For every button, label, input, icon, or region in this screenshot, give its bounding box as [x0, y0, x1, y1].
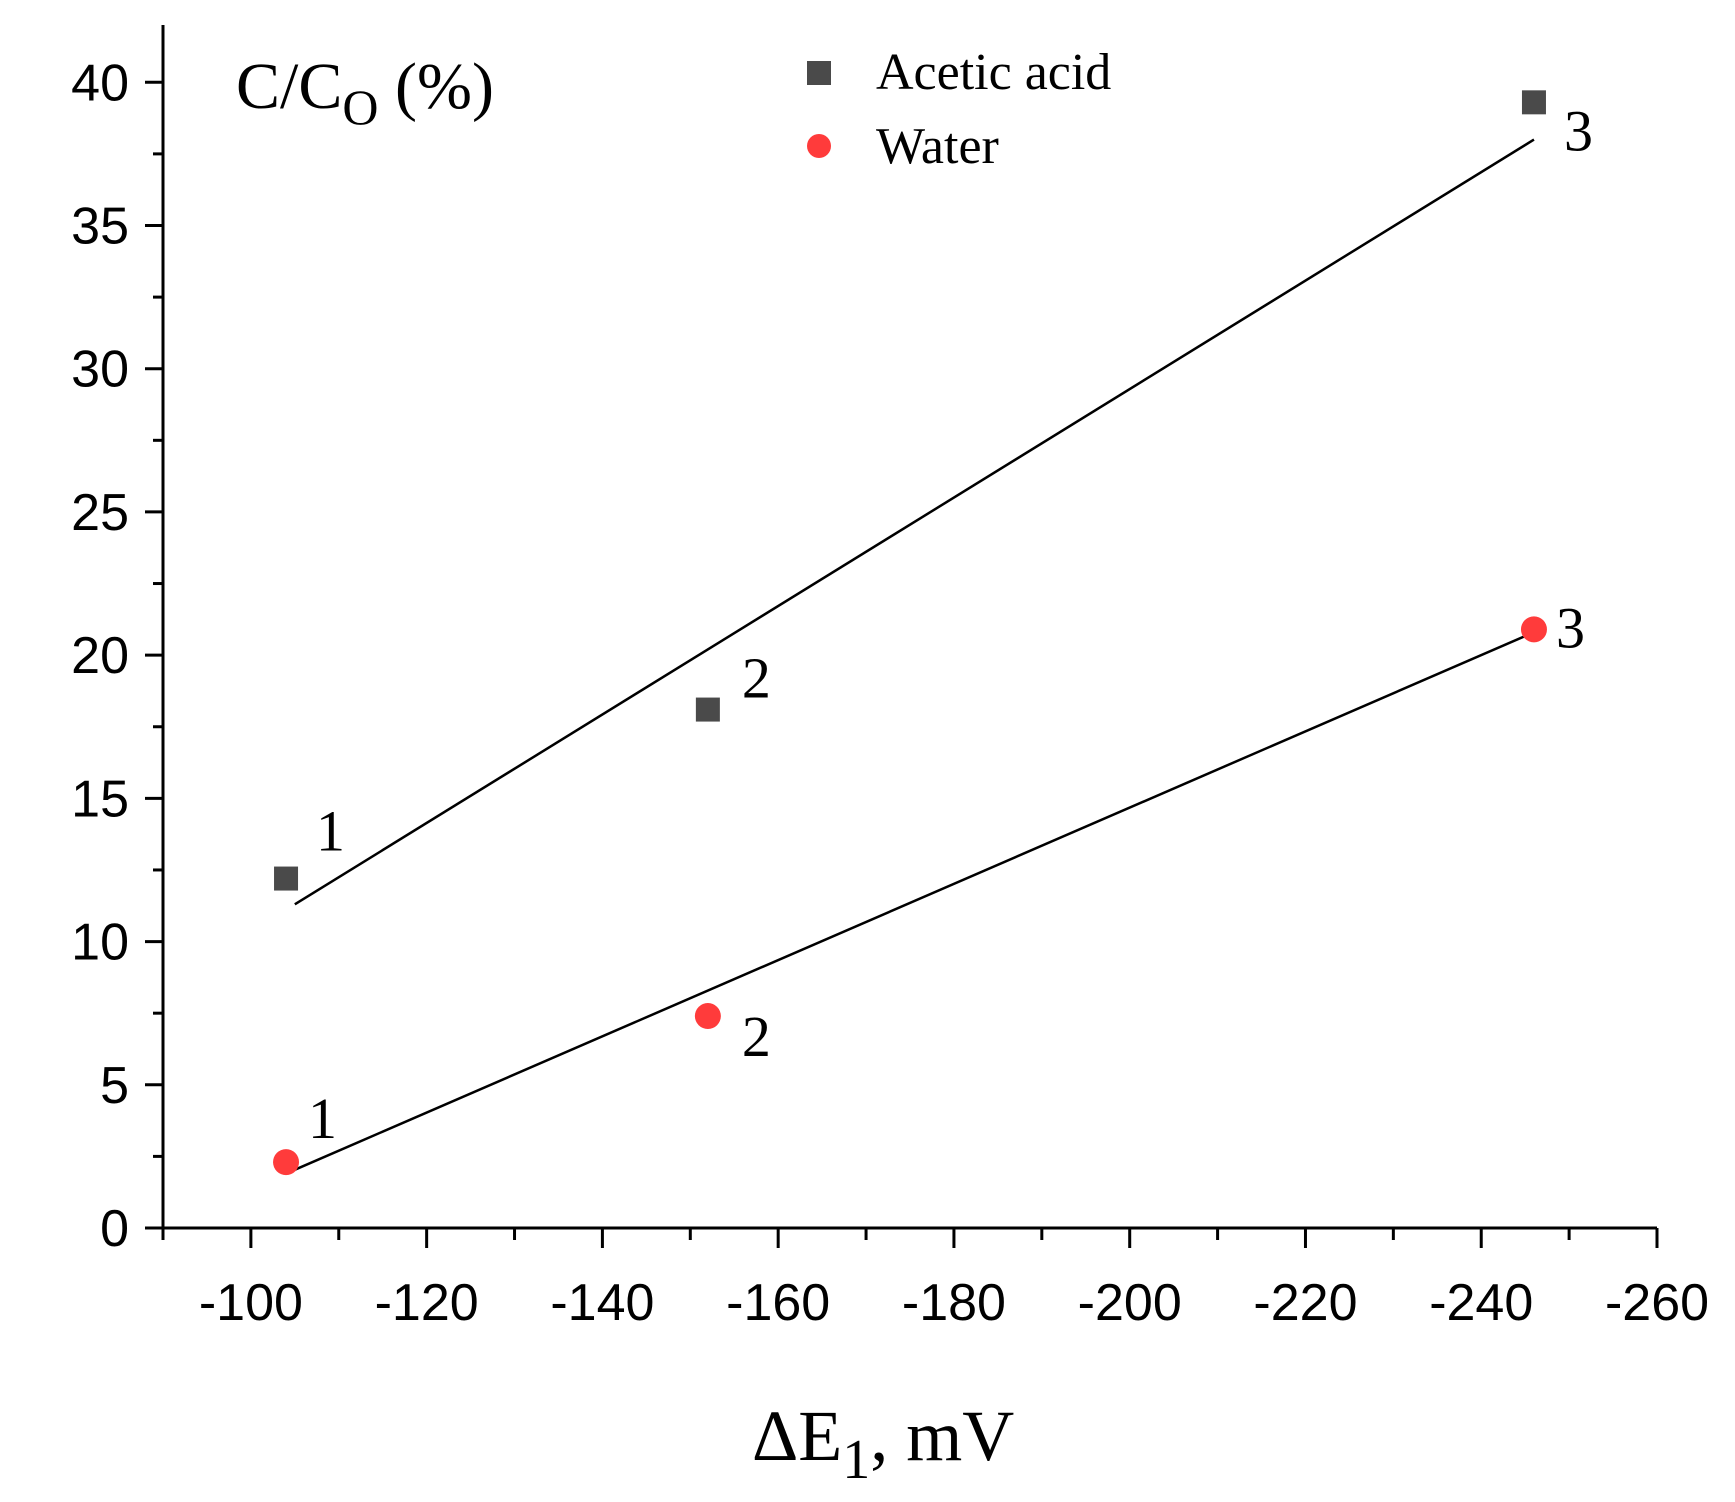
- data-point-acetic-acid: [695, 697, 720, 722]
- axes-layer: 0 5 10 15 20 25 30 35 40 -100 -120 -140 -160 -180 -200…: [71, 25, 1709, 1332]
- legend-label-acetic-acid: Acetic acid: [876, 44, 1111, 101]
- legend-label-water: Water: [876, 118, 999, 175]
- series-layer: 1 2 3 1 2 3: [273, 90, 1593, 1176]
- data-point-acetic-acid: [274, 866, 299, 891]
- y-tick-label: 10: [71, 914, 129, 972]
- y-tick-label: 35: [71, 198, 129, 256]
- fit-line-acetic-acid: [294, 138, 1535, 906]
- point-label-acetic-acid: 1: [316, 799, 345, 864]
- x-tick-label: -180: [902, 1274, 1006, 1332]
- x-tick-label: -140: [550, 1274, 654, 1332]
- x-tick-label: -260: [1605, 1274, 1709, 1332]
- legend: Acetic acid Water: [807, 44, 1111, 175]
- x-tick-label: -200: [1078, 1274, 1182, 1332]
- x-tick-label: -100: [199, 1274, 303, 1332]
- y-axis-title: C/CO (%): [236, 50, 494, 135]
- point-label-acetic-acid: 2: [742, 646, 771, 711]
- legend-marker-acetic-acid: [807, 61, 831, 85]
- point-label-acetic-acid: 3: [1564, 98, 1593, 163]
- point-label-water: 3: [1556, 595, 1585, 660]
- x-tick-label: -240: [1429, 1274, 1533, 1332]
- x-axis-title: ΔE1, mV: [752, 1396, 1014, 1491]
- data-point-water: [273, 1149, 300, 1176]
- legend-marker-water: [807, 134, 831, 158]
- y-tick-label: 0: [100, 1200, 129, 1258]
- y-tick-label: 40: [71, 54, 129, 112]
- x-tick-label: -120: [375, 1274, 479, 1332]
- y-tick-label: 30: [71, 341, 129, 399]
- point-label-water: 2: [742, 1004, 771, 1069]
- point-label-water: 1: [308, 1086, 337, 1151]
- data-point-water: [1520, 616, 1547, 643]
- y-tick-label: 25: [71, 484, 129, 542]
- x-tick-label: -220: [1253, 1274, 1357, 1332]
- y-tick-label: 15: [71, 770, 129, 828]
- y-tick-label: 20: [71, 627, 129, 685]
- data-point-acetic-acid: [1521, 90, 1546, 115]
- x-tick-label: -160: [726, 1274, 830, 1332]
- y-tick-label: 5: [100, 1057, 129, 1115]
- fit-line-water: [285, 631, 1535, 1175]
- data-point-water: [694, 1003, 721, 1030]
